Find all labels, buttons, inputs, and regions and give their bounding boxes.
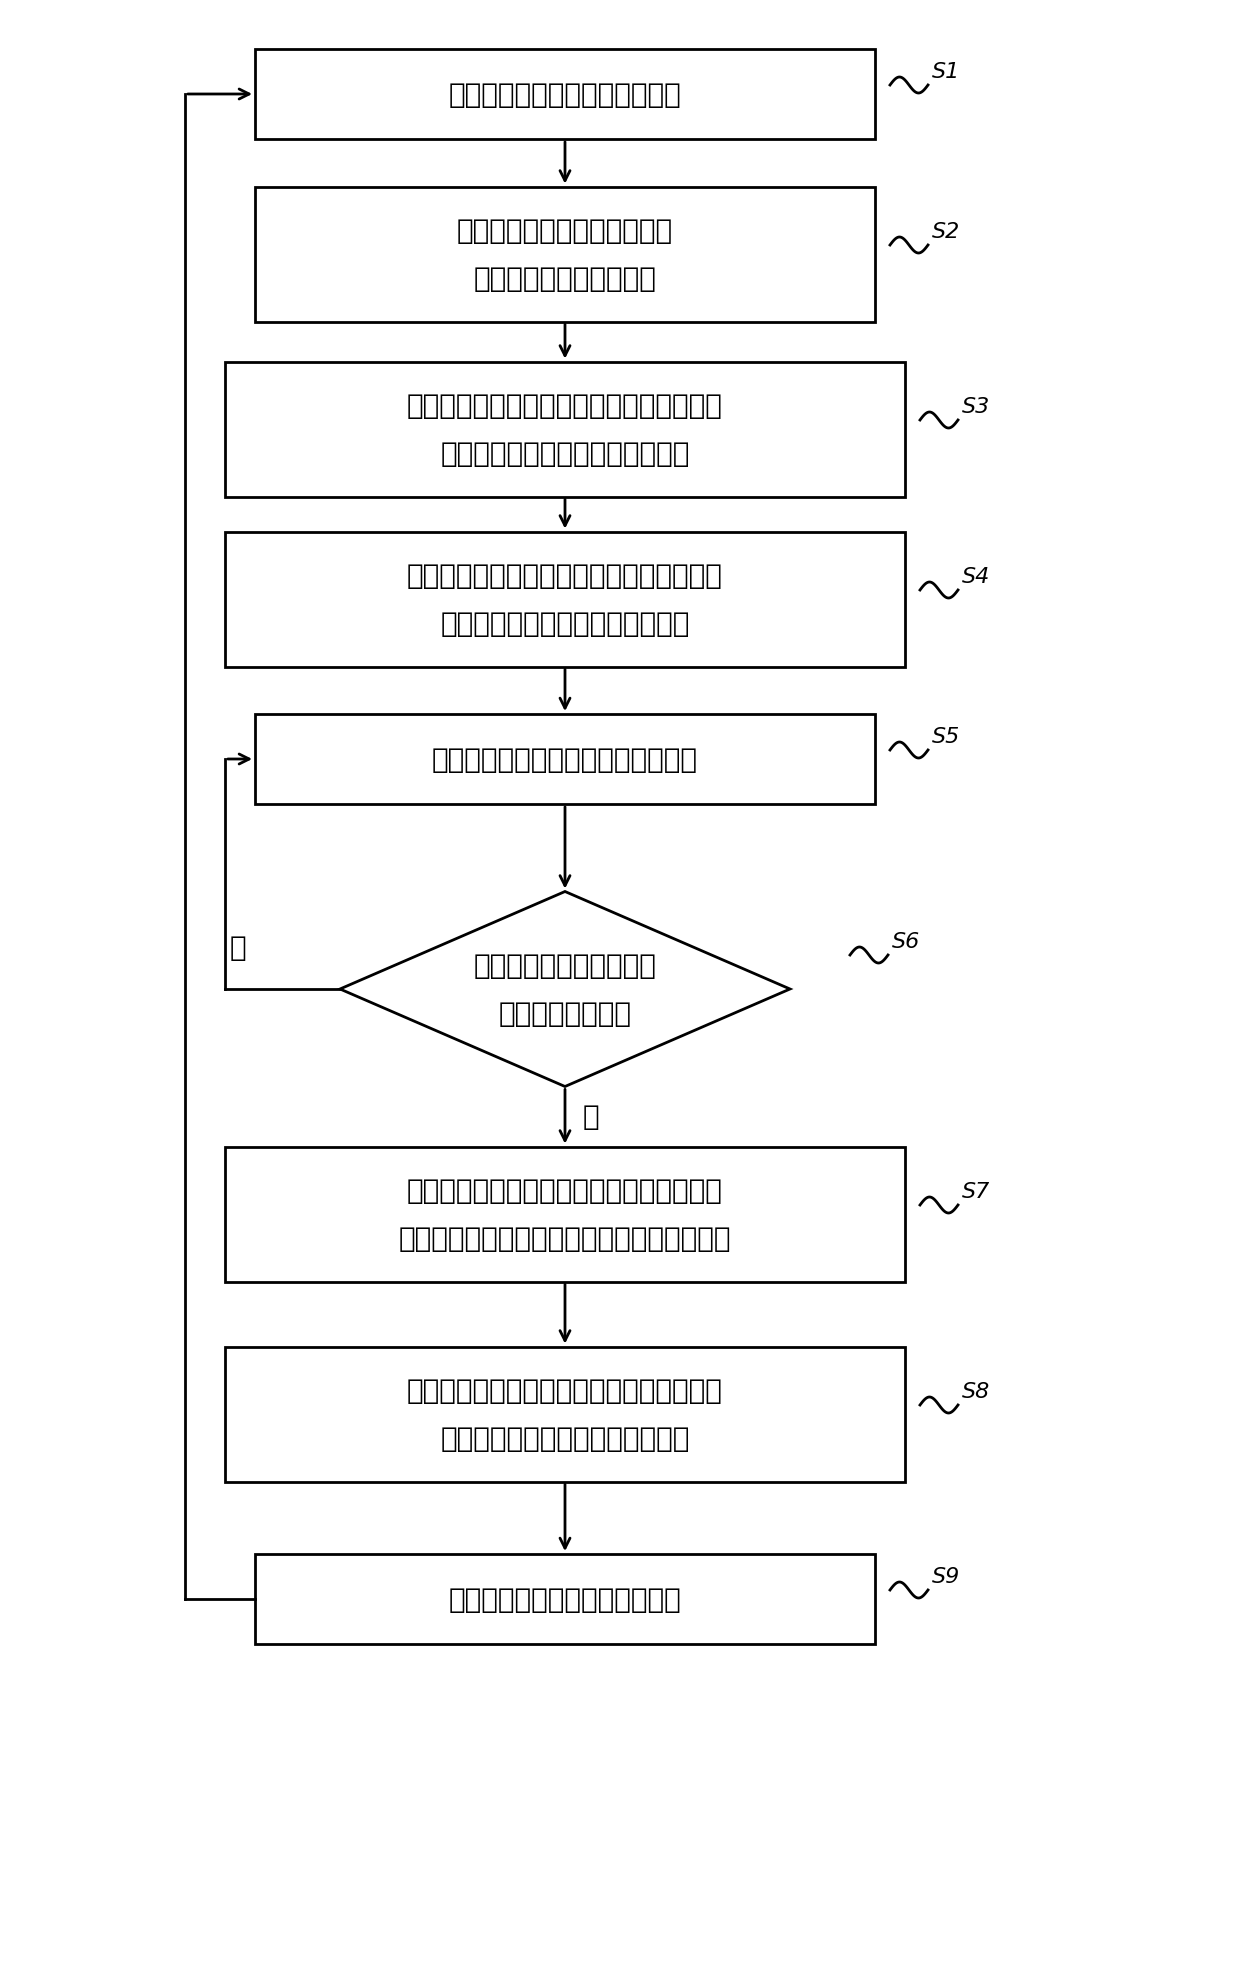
Polygon shape (340, 893, 790, 1087)
Text: 恢复输出时钟信号至逻辑电路系统: 恢复输出时钟信号至逻辑电路系统 (440, 1424, 689, 1453)
Text: 所述低功耗控制模块通过控制电源管理模块: 所述低功耗控制模块通过控制电源管理模块 (407, 1176, 723, 1204)
Text: S9: S9 (932, 1566, 960, 1586)
Text: 所述低功耗控制模块通过控制电源管理模块: 所述低功耗控制模块通过控制电源管理模块 (407, 562, 723, 590)
FancyBboxPatch shape (255, 715, 875, 804)
Text: 降低逻辑电路系统供电端的电压值: 降低逻辑电路系统供电端的电压值 (440, 610, 689, 638)
Text: S6: S6 (892, 931, 920, 952)
Text: S5: S5 (932, 727, 960, 746)
Text: S7: S7 (962, 1182, 991, 1202)
Text: 所述低功耗控制模块通过控制时钟管理模块: 所述低功耗控制模块通过控制时钟管理模块 (407, 1376, 723, 1404)
Text: S1: S1 (932, 61, 960, 81)
Text: S2: S2 (932, 222, 960, 242)
Text: 是: 是 (583, 1103, 600, 1131)
Text: 所述逻辑电路系统完成工作任务: 所述逻辑电路系统完成工作任务 (449, 81, 681, 109)
Text: 恢复逻辑电路系统供电端正常工作时的电压值: 恢复逻辑电路系统供电端正常工作时的电压值 (399, 1226, 732, 1253)
Text: 是否接收到唤醒源: 是否接收到唤醒源 (498, 1000, 631, 1028)
Text: 判断所述低功耗控制模块: 判断所述低功耗控制模块 (474, 950, 656, 980)
Text: 否: 否 (229, 933, 247, 962)
FancyBboxPatch shape (224, 1346, 905, 1481)
Text: 控制模块设置系统唤醒源: 控制模块设置系统唤醒源 (474, 265, 656, 293)
Text: 所述逻辑电路系统进入空闲等待状态: 所述逻辑电路系统进入空闲等待状态 (432, 746, 698, 774)
Text: S3: S3 (962, 396, 991, 416)
FancyBboxPatch shape (224, 1146, 905, 1281)
FancyBboxPatch shape (224, 362, 905, 497)
FancyBboxPatch shape (255, 50, 875, 141)
Text: 停止输出时钟信号至逻辑电路系统: 停止输出时钟信号至逻辑电路系统 (440, 440, 689, 467)
Text: 所述逻辑电路系统通过低功耗: 所述逻辑电路系统通过低功耗 (456, 216, 673, 246)
FancyBboxPatch shape (255, 1554, 875, 1643)
Text: 所述逻辑电路系统进入工作状态: 所述逻辑电路系统进入工作状态 (449, 1586, 681, 1614)
Text: 所述低功耗控制模块通过控制时钟管理模块: 所述低功耗控制模块通过控制时钟管理模块 (407, 392, 723, 420)
Text: S8: S8 (962, 1382, 991, 1402)
Text: S4: S4 (962, 566, 991, 586)
FancyBboxPatch shape (255, 188, 875, 323)
FancyBboxPatch shape (224, 533, 905, 667)
